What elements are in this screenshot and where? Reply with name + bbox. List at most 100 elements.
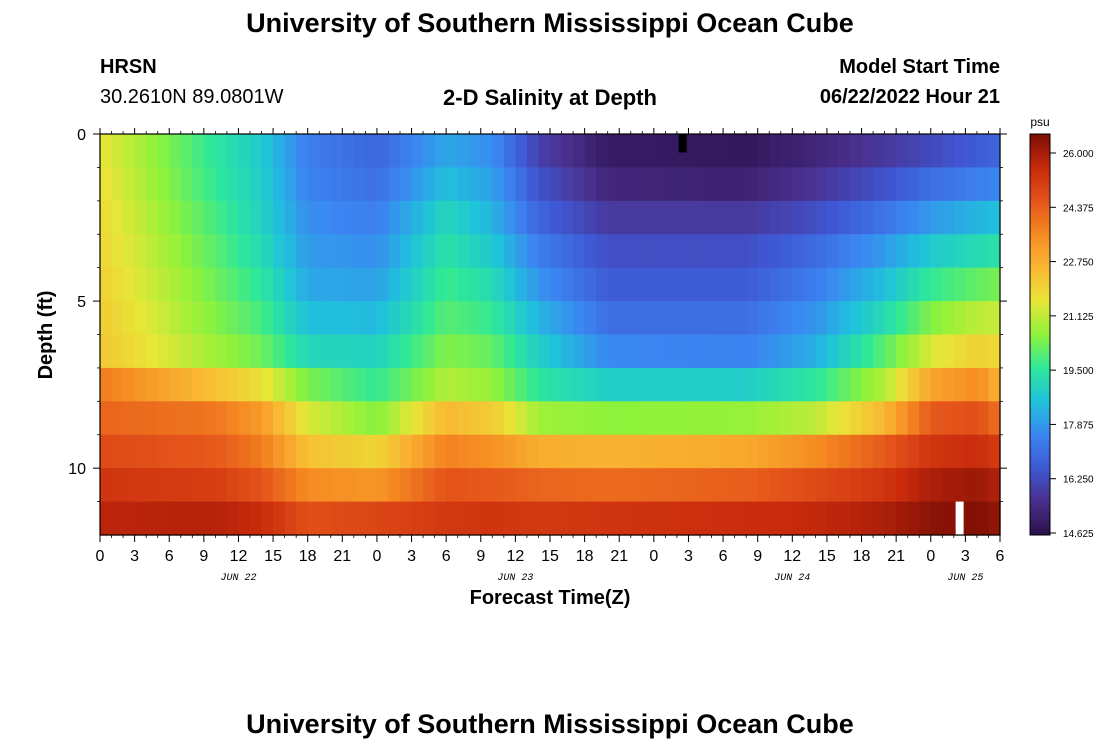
heatmap-cell	[261, 501, 274, 536]
heatmap-cell	[942, 468, 955, 503]
heatmap-cell	[723, 167, 736, 202]
heatmap-cell	[861, 434, 874, 469]
heatmap-cell	[411, 401, 424, 436]
heatmap-cell	[700, 468, 713, 503]
heatmap-cell	[746, 267, 759, 302]
heatmap-cell	[896, 367, 909, 402]
heatmap-cell	[238, 468, 251, 503]
heatmap-cell	[238, 401, 251, 436]
heatmap-cell	[400, 200, 413, 235]
heatmap-cell	[100, 267, 113, 302]
heatmap-cell	[688, 167, 701, 202]
heatmap-cell	[503, 367, 516, 402]
heatmap-cell	[573, 367, 586, 402]
heatmap-cell	[803, 401, 816, 436]
heatmap-cell	[134, 367, 147, 402]
heatmap-cell	[296, 134, 309, 169]
x-tick-label: 3	[961, 548, 970, 565]
heatmap-cell	[665, 334, 678, 369]
heatmap-cell	[803, 434, 816, 469]
heatmap-cell	[330, 267, 343, 302]
heatmap-cell	[342, 134, 355, 169]
heatmap-cell	[919, 167, 932, 202]
heatmap-cell	[942, 167, 955, 202]
heatmap-cell	[976, 267, 990, 302]
heatmap-cell	[700, 267, 713, 302]
heatmap-cell	[388, 167, 401, 202]
heatmap-cell	[111, 401, 124, 436]
heatmap-cell	[907, 401, 920, 436]
heatmap-cell	[896, 468, 909, 503]
heatmap-cell	[180, 234, 193, 269]
heatmap-cell	[492, 334, 505, 369]
heatmap-cell	[584, 167, 597, 202]
heatmap-cell	[457, 200, 470, 235]
heatmap-cell	[607, 334, 620, 369]
heatmap-cell	[100, 468, 113, 503]
heatmap-cell	[353, 267, 366, 302]
heatmap-cell	[919, 334, 932, 369]
heatmap-cell	[884, 301, 897, 336]
heatmap-cell	[630, 401, 643, 436]
heatmap-cell	[988, 234, 1001, 269]
heatmap-cell	[146, 501, 159, 536]
heatmap-cell	[515, 501, 528, 536]
heatmap-cell	[619, 301, 632, 336]
heatmap-cell	[930, 468, 943, 503]
heatmap-cell	[376, 334, 390, 369]
heatmap-cell	[169, 234, 182, 269]
heatmap-cell	[434, 434, 447, 469]
heatmap-cell	[469, 401, 482, 436]
heatmap-cell	[515, 468, 528, 503]
heatmap-cell	[746, 334, 759, 369]
heatmap-cell	[746, 367, 759, 402]
heatmap-cell	[423, 134, 436, 169]
heatmap-cell	[873, 367, 886, 402]
heatmap-cell	[734, 434, 747, 469]
heatmap-cell	[873, 267, 886, 302]
heatmap-cell	[376, 134, 390, 169]
heatmap-cell	[203, 434, 216, 469]
heatmap-cell	[653, 501, 666, 536]
heatmap-cell	[711, 301, 724, 336]
heatmap-cell	[792, 401, 805, 436]
heatmap-cell	[550, 334, 563, 369]
heatmap-cell	[930, 501, 943, 536]
heatmap-cell	[988, 434, 1001, 469]
heatmap-cell	[365, 234, 378, 269]
heatmap-cell	[838, 501, 851, 536]
heatmap-cell	[676, 468, 690, 503]
heatmap-cell	[307, 301, 320, 336]
heatmap-cell	[457, 334, 470, 369]
heatmap-cell	[746, 234, 759, 269]
heatmap-cell	[630, 334, 643, 369]
heatmap-cell	[238, 134, 251, 169]
heatmap-cell	[342, 334, 355, 369]
heatmap-cell	[296, 267, 309, 302]
heatmap-cell	[896, 134, 909, 169]
heatmap-cell	[134, 134, 147, 169]
heatmap-cell	[930, 367, 943, 402]
heatmap-cell	[757, 134, 770, 169]
heatmap-cell	[203, 301, 216, 336]
heatmap-cell	[561, 200, 574, 235]
heatmap-cell	[123, 234, 136, 269]
heatmap-cell	[215, 134, 228, 169]
heatmap-cell	[180, 367, 193, 402]
heatmap-cell	[919, 234, 932, 269]
heatmap-cell	[896, 234, 909, 269]
heatmap-cell	[492, 401, 505, 436]
heatmap-cell	[630, 434, 643, 469]
heatmap-cell	[884, 200, 897, 235]
heatmap-cell	[250, 434, 263, 469]
heatmap-cell	[365, 167, 378, 202]
heatmap-cell	[850, 167, 863, 202]
heatmap-cell	[480, 434, 493, 469]
date-label: JUN 24	[774, 573, 810, 584]
heatmap-cell	[642, 468, 655, 503]
heatmap-cell	[607, 301, 620, 336]
heatmap-cell	[446, 234, 459, 269]
heatmap-cell	[100, 167, 113, 202]
heatmap-cell	[792, 267, 805, 302]
